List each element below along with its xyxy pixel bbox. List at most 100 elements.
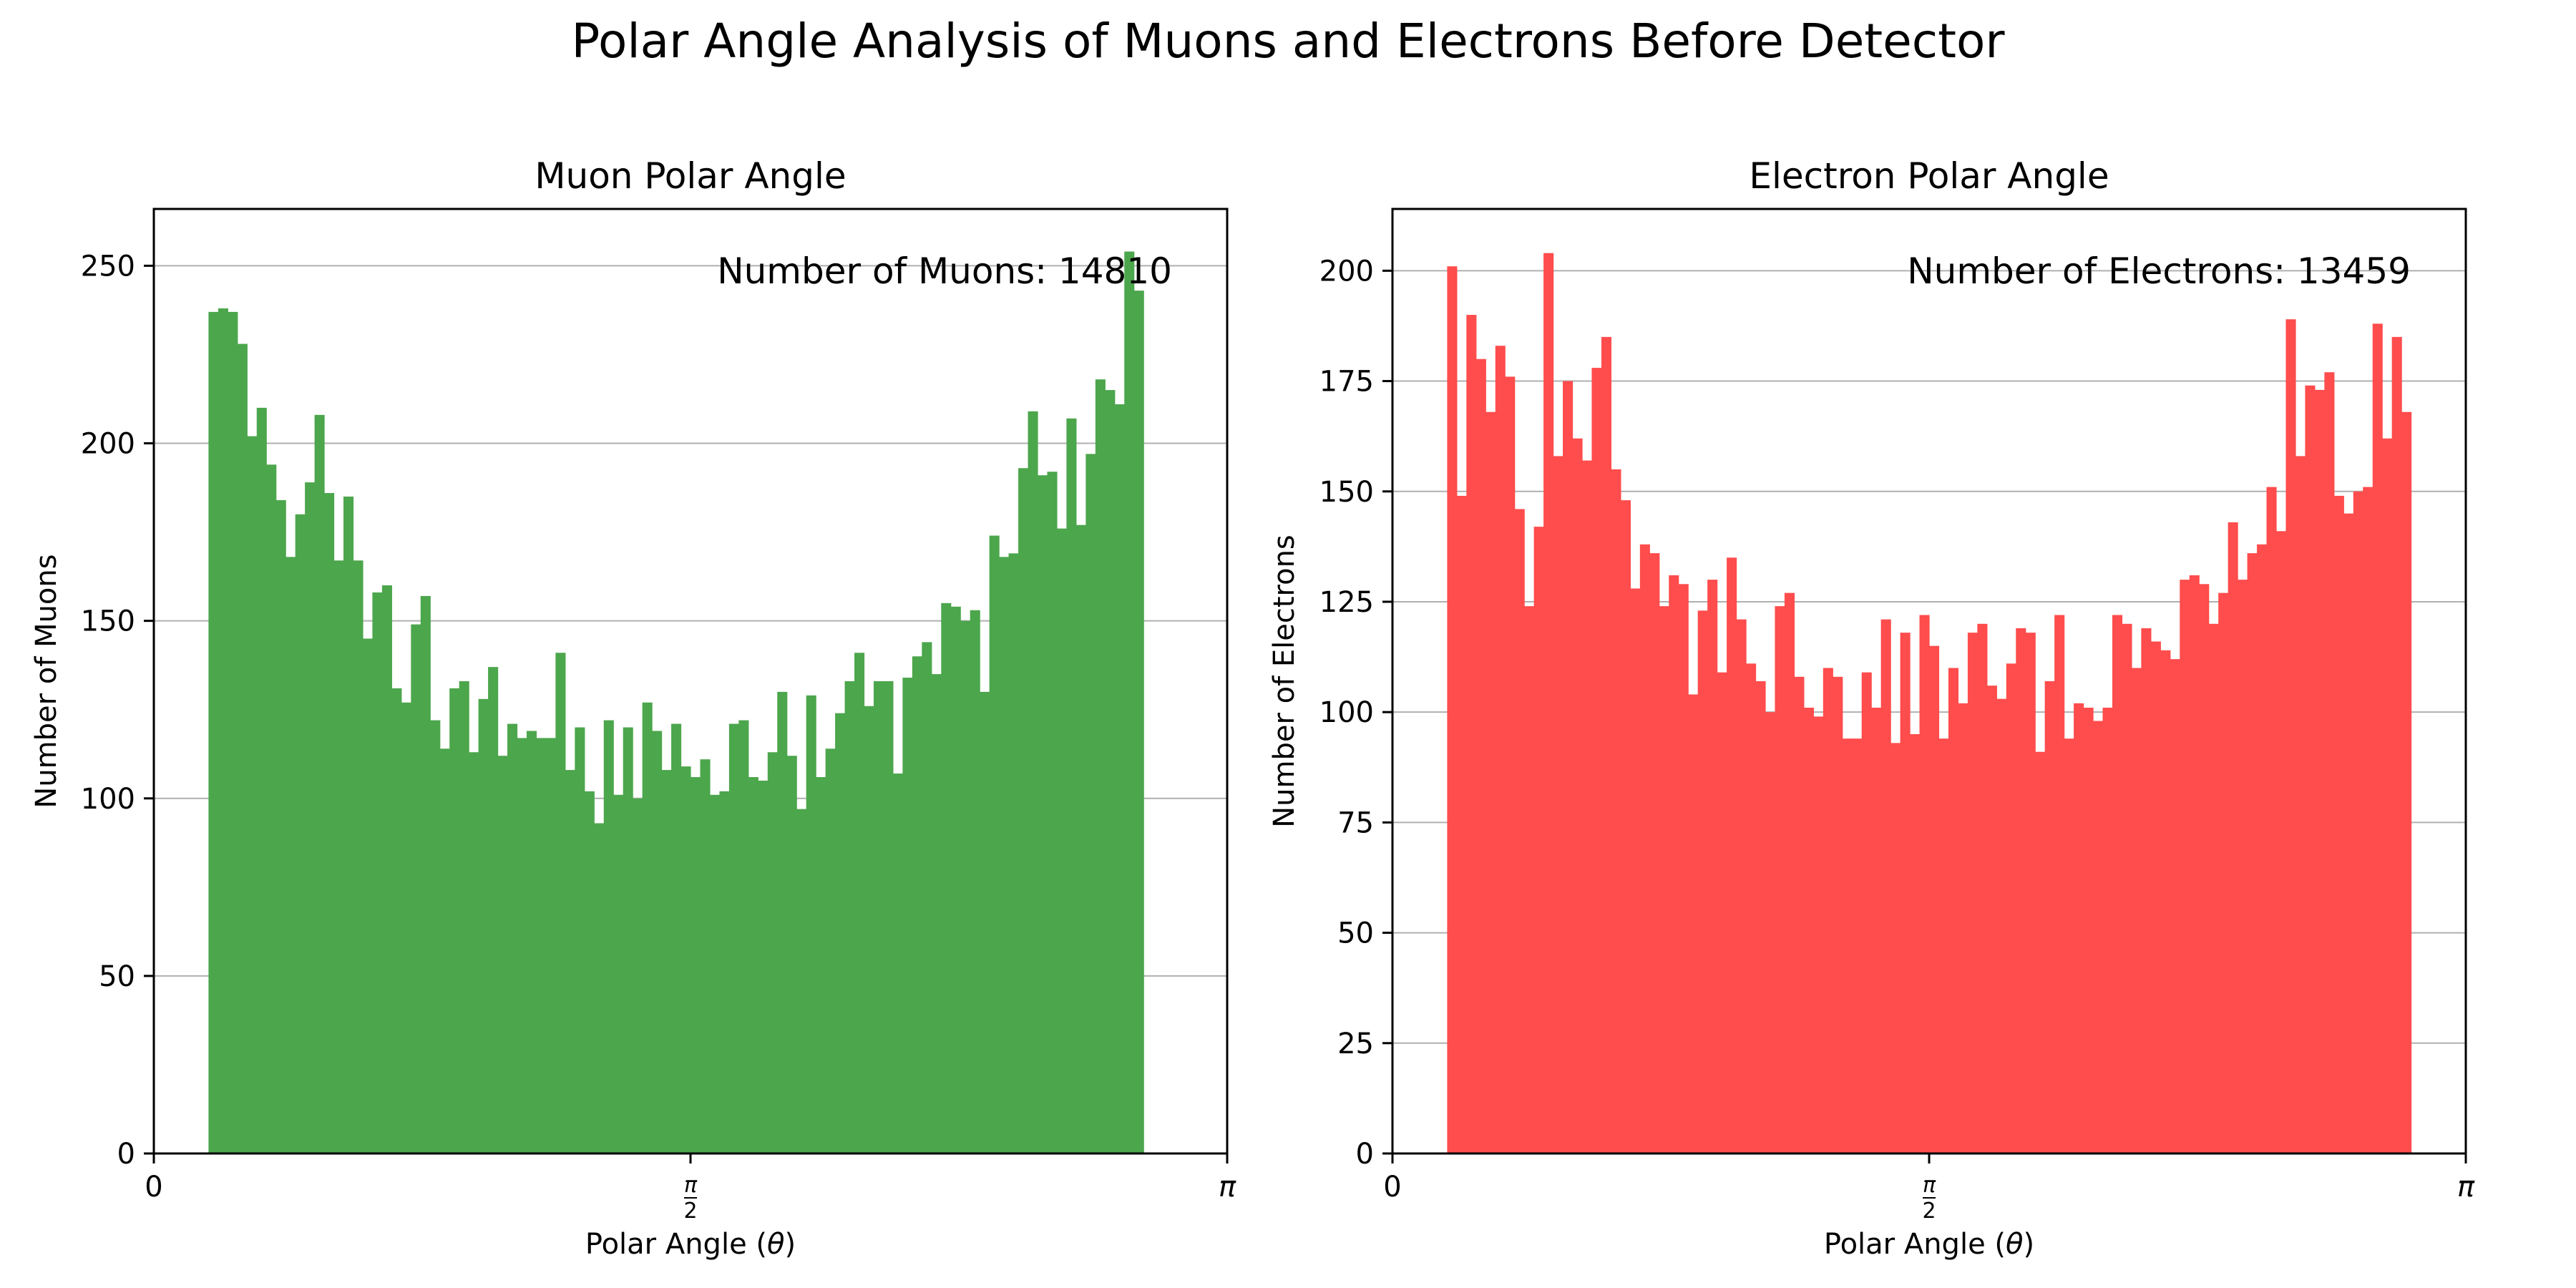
electron-bar — [2324, 372, 2335, 1153]
svg-text:π: π — [1923, 1173, 1936, 1198]
muon-bar — [218, 308, 228, 1153]
electron-bar — [1630, 588, 1641, 1153]
muon-bar — [401, 702, 411, 1153]
muon-chart-title: Muon Polar Angle — [535, 155, 846, 197]
muon-bar — [671, 723, 682, 1153]
electron-bar — [2238, 580, 2248, 1153]
electron-bar — [2305, 385, 2316, 1153]
muon-bar — [922, 642, 932, 1153]
muon-y-ticks: 0 50 100 150 200 250 — [81, 250, 154, 1171]
electron-bar — [1967, 633, 1978, 1153]
electron-bar — [2122, 623, 2132, 1153]
electron-bar — [2276, 531, 2287, 1153]
electron-bar — [2314, 389, 2325, 1153]
muon-bar — [777, 691, 788, 1153]
electron-bar — [1563, 381, 1574, 1153]
electron-bar — [1938, 738, 1949, 1153]
electron-bar — [2266, 487, 2277, 1153]
muon-x-tick-label: π2 — [683, 1173, 698, 1224]
electron-x-tick-label: π — [2457, 1171, 2475, 1204]
electron-bar — [1543, 253, 1554, 1153]
muon-bar — [247, 436, 258, 1153]
muon-bar — [1075, 525, 1086, 1153]
muon-bar — [883, 681, 894, 1153]
electron-bar — [2074, 703, 2084, 1153]
muon-bar — [1047, 472, 1058, 1153]
electron-bar — [1620, 500, 1631, 1153]
electron-bar — [2044, 681, 2055, 1153]
muon-bar — [786, 756, 797, 1153]
muon-bar — [343, 496, 354, 1153]
electron-bar — [1466, 315, 1477, 1154]
electron-bar — [2353, 491, 2363, 1153]
muon-bar — [459, 681, 469, 1153]
muon-bar — [989, 535, 1000, 1153]
muon-bar — [507, 723, 518, 1153]
electron-bar — [1919, 615, 1930, 1153]
svg-text:2: 2 — [1922, 1199, 1936, 1224]
muon-y-tick-label: 50 — [99, 960, 135, 993]
muon-bar — [691, 776, 701, 1153]
muon-bar — [584, 791, 595, 1153]
electron-y-tick-label: 25 — [1337, 1028, 1374, 1060]
muon-bar — [286, 557, 296, 1153]
electron-bar — [2372, 323, 2383, 1154]
electron-bar — [1880, 619, 1891, 1153]
electron-chart-title: Electron Polar Angle — [1749, 155, 2109, 197]
electron-bar — [2199, 584, 2210, 1153]
muon-bar — [295, 514, 306, 1153]
muon-bar — [950, 606, 961, 1153]
muon-y-tick-label: 250 — [81, 250, 135, 283]
muon-bar — [728, 723, 739, 1153]
electron-bar — [1669, 575, 1679, 1153]
muon-bar — [719, 791, 730, 1153]
muon-bar — [661, 770, 672, 1153]
muon-bar — [362, 638, 374, 1153]
electron-bar — [2150, 641, 2161, 1153]
electron-bar — [1948, 668, 1959, 1153]
muon-bar — [565, 770, 575, 1153]
muon-bar — [314, 414, 325, 1153]
muon-bar — [353, 560, 364, 1153]
electron-y-axis-label: Number of Electrons — [1268, 535, 1301, 828]
electron-y-tick-label: 150 — [1319, 476, 1374, 509]
electron-bar — [1678, 584, 1689, 1153]
electron-bar — [1833, 676, 1843, 1153]
electron-x-tick-label: 0 — [1383, 1171, 1401, 1204]
electron-bar — [1861, 672, 1872, 1153]
muon-bar — [1008, 553, 1019, 1153]
electron-bar — [2016, 628, 2026, 1153]
muon-bar — [796, 809, 807, 1153]
electron-y-tick-label: 75 — [1337, 806, 1374, 839]
electron-bar — [1601, 336, 1612, 1153]
electron-bar — [1852, 738, 1863, 1153]
muon-bar — [372, 592, 383, 1153]
electron-bar — [2035, 751, 2046, 1153]
muon-bar — [1124, 251, 1135, 1154]
electron-bar — [2141, 628, 2152, 1153]
electron-bar — [2285, 319, 2296, 1154]
electron-y-tick-label: 175 — [1319, 366, 1374, 399]
electron-bar — [1929, 645, 1940, 1153]
electron-bar — [2363, 487, 2373, 1153]
muon-bar — [228, 311, 238, 1153]
electron-bar — [2102, 708, 2113, 1153]
muon-bar — [613, 794, 624, 1153]
electron-bar — [1611, 469, 1621, 1153]
muon-bar — [680, 766, 691, 1153]
electron-bar — [1900, 633, 1911, 1153]
electron-bar — [1495, 346, 1506, 1153]
muon-bar — [999, 557, 1010, 1153]
muon-bar — [700, 759, 711, 1153]
electron-bar — [1890, 743, 1901, 1153]
muon-bar — [305, 482, 316, 1153]
electron-x-ticks: 0 π2π — [1383, 1153, 2475, 1224]
electron-bar — [2333, 495, 2344, 1153]
muon-bar — [633, 798, 643, 1153]
muon-bar — [748, 776, 758, 1153]
electron-bar — [1823, 668, 1833, 1153]
muon-y-tick-label: 200 — [81, 428, 135, 461]
electron-bar — [1794, 676, 1805, 1153]
electron-bar — [1986, 686, 1997, 1153]
